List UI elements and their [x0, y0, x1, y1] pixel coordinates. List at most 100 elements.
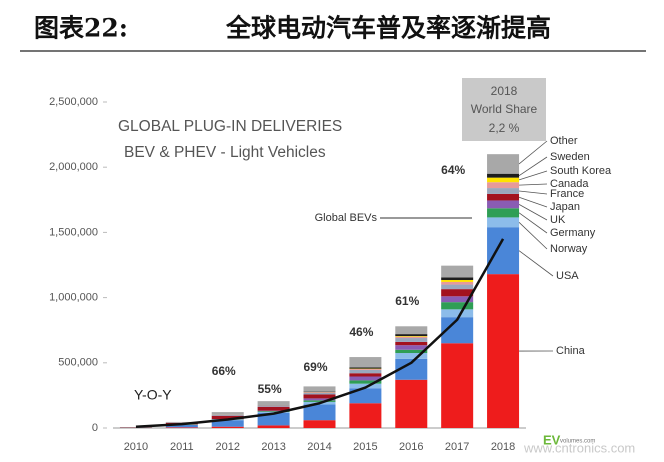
bar-segment [487, 182, 520, 189]
bar-segment [349, 373, 382, 377]
legend-leader [519, 190, 548, 195]
legend-leader [518, 156, 548, 177]
bar-segment [395, 336, 428, 339]
legend-leader [518, 204, 548, 221]
legend-leader [518, 170, 548, 181]
world-share-label: World Share [471, 102, 538, 116]
bar-segment [487, 154, 520, 174]
bar-segment [395, 326, 428, 335]
x-tick-label: 2018 [491, 441, 515, 453]
bar-segment [257, 413, 290, 426]
legend-label: Germany [550, 227, 596, 239]
line-label: Global BEVs [315, 212, 378, 224]
legend-leader [518, 222, 548, 250]
bar-segment [395, 336, 428, 337]
bar-segment [257, 425, 290, 428]
bar-segment [395, 338, 428, 342]
x-tick-label: 2012 [215, 441, 239, 453]
y-tick-label: 1,000,000 [49, 292, 98, 304]
chart-subtitle: BEV & PHEV - Light Vehicles [124, 144, 326, 161]
bar-segment [257, 406, 290, 411]
yoy-label: 55% [258, 382, 282, 396]
yoy-label: 66% [212, 364, 236, 378]
bar-segment [211, 412, 244, 415]
bar-segment [257, 401, 290, 406]
x-tick-label: 2010 [124, 441, 148, 453]
bar-segment [441, 284, 474, 290]
bar-segment [349, 403, 382, 428]
legend-label: Other [550, 135, 578, 147]
bar-segment [487, 274, 520, 428]
x-tick-label: 2011 [170, 441, 194, 453]
bar-segment [395, 379, 428, 428]
legend-label: Sweden [550, 151, 590, 163]
bar-segment [487, 217, 520, 228]
bar-segment [441, 289, 474, 297]
bar-segment [211, 414, 244, 416]
legend-label: France [550, 188, 584, 200]
yoy-label: Y-O-Y [134, 387, 172, 403]
logo-mark: EV [543, 432, 561, 447]
bar-segment [349, 369, 382, 374]
bar-segment [395, 358, 428, 380]
bar-segment [257, 411, 290, 412]
bar-segment [303, 398, 336, 401]
bar-segment [303, 391, 336, 393]
bar-segment [211, 420, 244, 427]
bar-segment [303, 392, 336, 393]
legend-label: Norway [550, 243, 588, 255]
logo-text: volumes.com [560, 439, 595, 445]
legend-label: South Korea [550, 165, 612, 177]
legend-label: UK [550, 214, 566, 226]
world-share-box [462, 78, 546, 141]
bar-segment [211, 415, 244, 420]
bar-segment [349, 380, 382, 384]
bar-segment [303, 392, 336, 395]
bar-segment [211, 426, 244, 428]
watermark: www.cntronics.com [523, 440, 635, 455]
bar-segment [441, 302, 474, 310]
line-series [135, 238, 505, 428]
x-tick-label: 2017 [445, 441, 469, 453]
bar-segment [487, 208, 520, 218]
bar-segment [165, 425, 198, 428]
yoy-label: 69% [303, 360, 327, 374]
y-tick-label: 0 [92, 422, 98, 434]
legend-leader [518, 196, 548, 208]
x-tick-label: 2015 [353, 441, 377, 453]
bar-segment [441, 277, 474, 280]
bar-segment [487, 193, 520, 201]
bar-segment [441, 279, 474, 282]
bar-segment [349, 369, 382, 370]
bar-segment [303, 404, 336, 421]
bar-segment [395, 334, 428, 337]
page-title: 全球电动汽车普及率逐渐提高 [225, 14, 551, 43]
yoy-label: 46% [349, 325, 373, 339]
y-tick-label: 2,500,000 [49, 96, 98, 108]
legend-label: Canada [550, 178, 589, 190]
legend-label: Japan [550, 201, 580, 213]
legend-leader [519, 183, 548, 186]
bar-segment [395, 345, 428, 350]
legend-label: USA [556, 270, 579, 282]
bar-segment [395, 349, 428, 354]
legend-leader [518, 140, 548, 165]
bar-segment [487, 173, 520, 178]
legend-leader [518, 250, 554, 277]
bar-segment [395, 353, 428, 359]
chart-title: GLOBAL PLUG-IN DELIVERIES [118, 118, 342, 135]
y-tick-label: 1,500,000 [49, 226, 98, 238]
bar-segment [441, 281, 474, 285]
bar-segment [441, 296, 474, 303]
yoy-label: 61% [395, 294, 419, 308]
bar-segment [303, 400, 336, 402]
bar-segment [487, 200, 520, 209]
bar-segment [441, 309, 474, 318]
bar-segment [165, 427, 198, 428]
x-tick-label: 2014 [307, 441, 331, 453]
bar-segment [349, 388, 382, 404]
bar-segment [441, 265, 474, 278]
figure-number: 图表22: [34, 14, 128, 43]
x-tick-label: 2013 [261, 441, 285, 453]
